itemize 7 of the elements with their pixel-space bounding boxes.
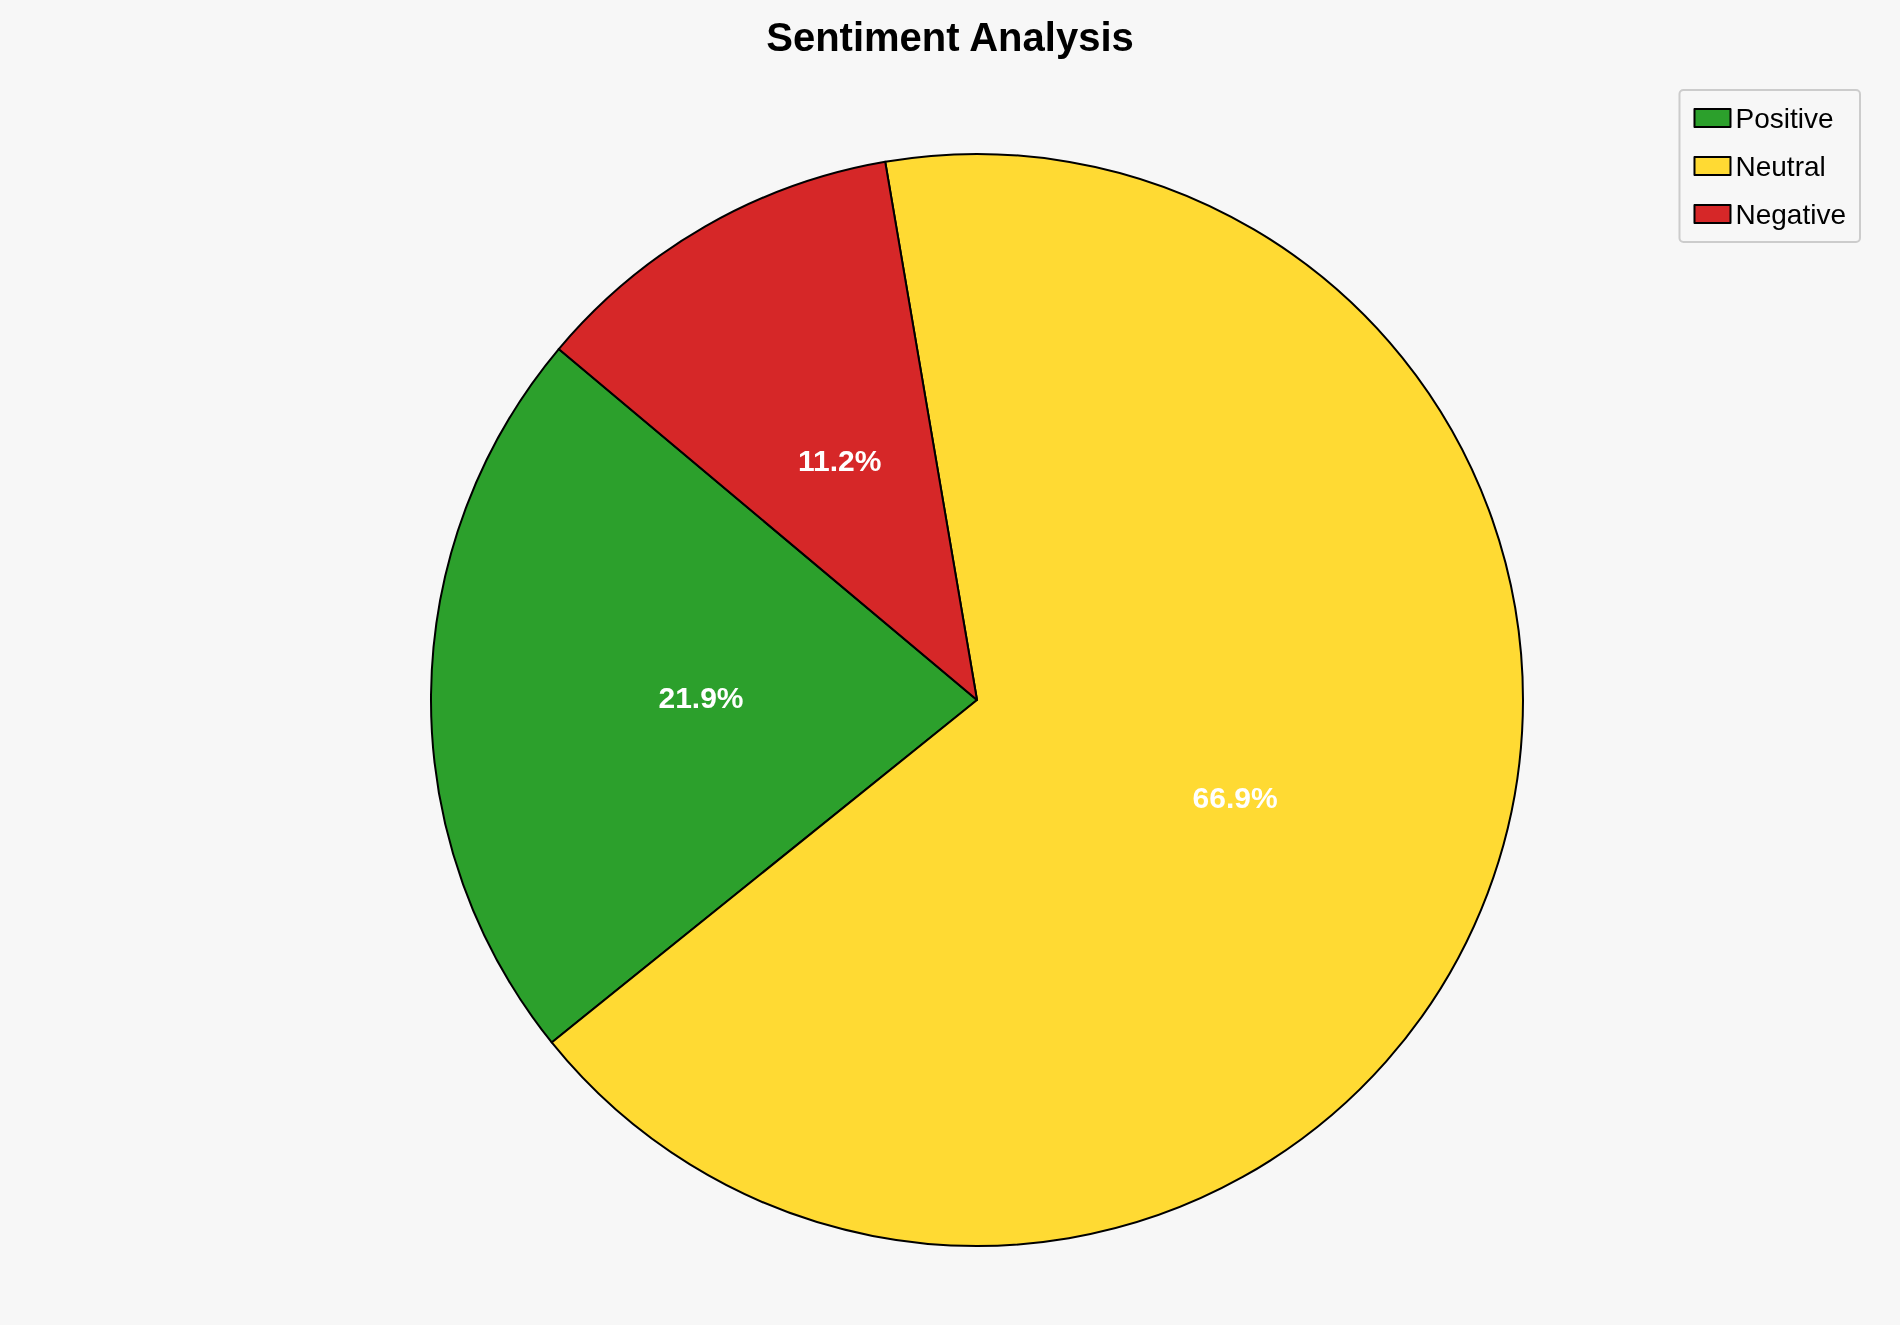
data-label: 11.2% <box>797 444 882 478</box>
legend-label: Negative <box>1735 198 1847 230</box>
legend-label: Positive <box>1735 102 1834 134</box>
chart-title: Sentiment Analysis <box>766 15 1134 59</box>
legend-label: Neutral <box>1735 150 1826 182</box>
data-label: 21.9% <box>658 680 744 714</box>
data-label: 66.9% <box>1192 781 1278 815</box>
